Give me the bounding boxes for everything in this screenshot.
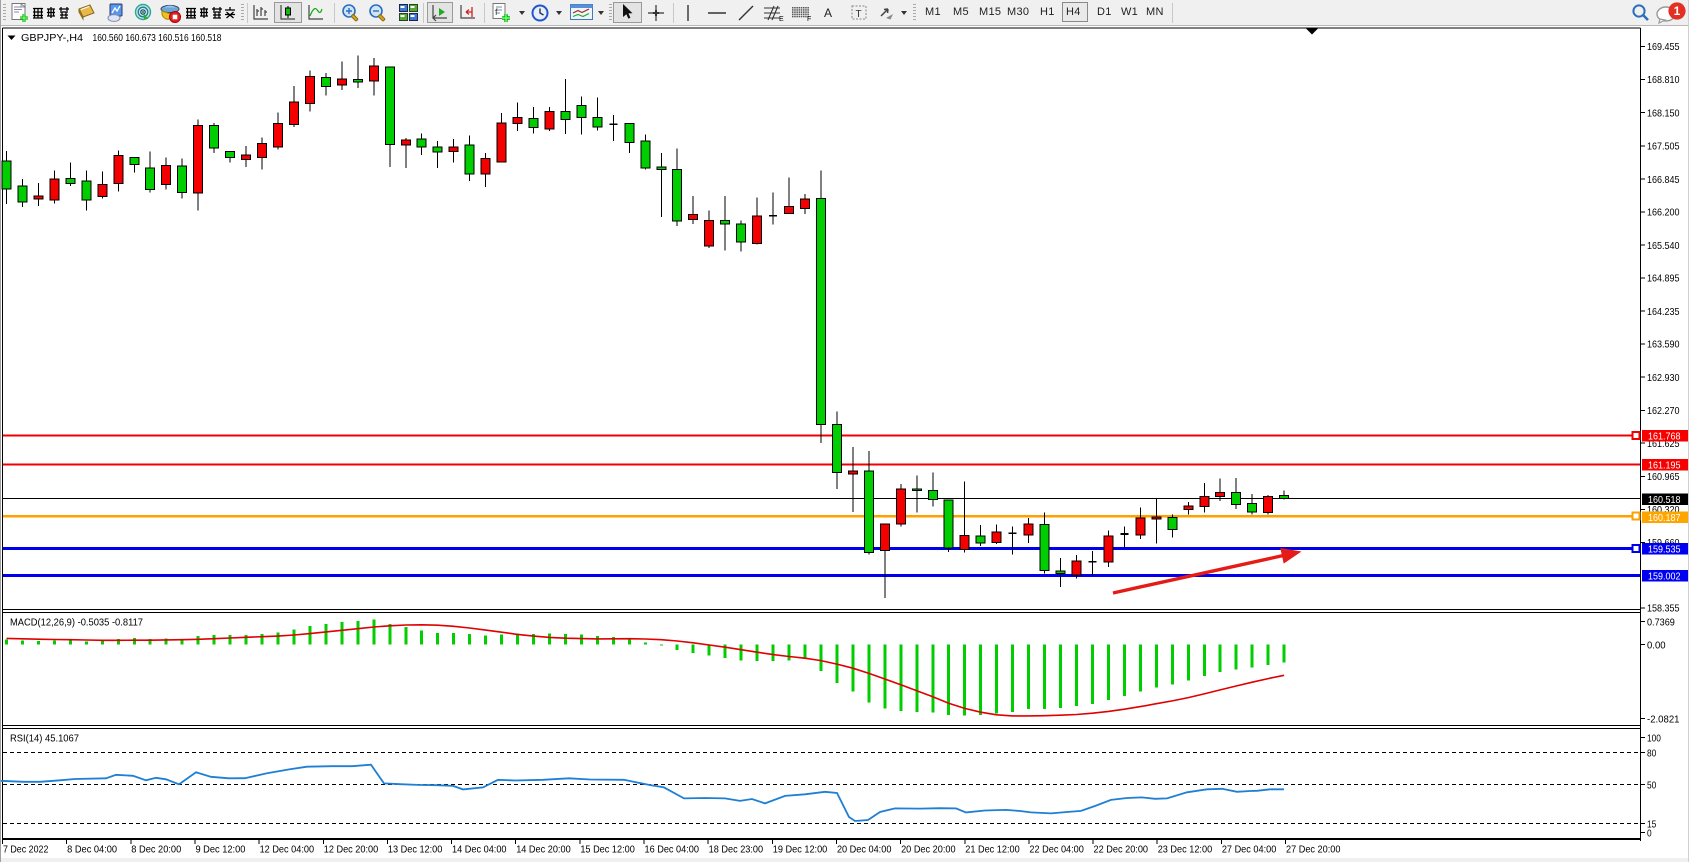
svg-text:E: E (779, 16, 784, 22)
svg-text:T: T (856, 9, 862, 20)
svg-text:7 Dec 2022: 7 Dec 2022 (3, 844, 49, 856)
svg-text:162.270: 162.270 (1647, 405, 1680, 417)
svg-text:160.518: 160.518 (1648, 494, 1681, 506)
svg-text:23 Dec 12:00: 23 Dec 12:00 (1158, 844, 1213, 856)
svg-text:169.455: 169.455 (1647, 41, 1680, 53)
svg-text:GBPJPY-,H4: GBPJPY-,H4 (21, 32, 83, 44)
svg-text:166.200: 166.200 (1647, 207, 1680, 219)
svg-text:159.002: 159.002 (1648, 570, 1681, 582)
svg-text:21 Dec 12:00: 21 Dec 12:00 (965, 844, 1020, 856)
svg-text:12 Dec 20:00: 12 Dec 20:00 (324, 844, 379, 856)
svg-text:0: 0 (1647, 827, 1652, 839)
svg-text:f: f (495, 7, 498, 17)
svg-text:159.535: 159.535 (1648, 543, 1681, 555)
svg-text:13 Dec 12:00: 13 Dec 12:00 (388, 844, 443, 856)
svg-text:100: 100 (1647, 732, 1661, 744)
svg-text:22 Dec 20:00: 22 Dec 20:00 (1094, 844, 1149, 856)
svg-text:27 Dec 04:00: 27 Dec 04:00 (1222, 844, 1277, 856)
svg-text:18 Dec 23:00: 18 Dec 23:00 (709, 844, 764, 856)
svg-text:20 Dec 04:00: 20 Dec 04:00 (837, 844, 892, 856)
svg-text:50: 50 (1647, 779, 1656, 791)
svg-text:27 Dec 20:00: 27 Dec 20:00 (1286, 844, 1341, 856)
svg-text:161.195: 161.195 (1648, 459, 1681, 471)
svg-text:168.150: 168.150 (1647, 107, 1680, 119)
svg-text:164.895: 164.895 (1647, 273, 1680, 285)
svg-text:14 Dec 04:00: 14 Dec 04:00 (452, 844, 507, 856)
svg-text:F: F (807, 16, 811, 22)
svg-text:161.768: 161.768 (1648, 430, 1681, 442)
svg-text:167.505: 167.505 (1647, 141, 1680, 153)
svg-text:15 Dec 12:00: 15 Dec 12:00 (580, 844, 635, 856)
svg-text:160.965: 160.965 (1647, 471, 1680, 483)
svg-text:160.187: 160.187 (1648, 512, 1681, 524)
svg-text:80: 80 (1647, 747, 1656, 759)
svg-text:RSI(14) 45.1067: RSI(14) 45.1067 (10, 733, 79, 745)
svg-text:-2.0821: -2.0821 (1647, 713, 1680, 725)
svg-text:163.590: 163.590 (1647, 339, 1680, 351)
svg-text:14 Dec 20:00: 14 Dec 20:00 (516, 844, 571, 856)
svg-text:9 Dec 12:00: 9 Dec 12:00 (195, 844, 245, 856)
svg-text:15: 15 (1647, 818, 1656, 830)
svg-text:158.355: 158.355 (1647, 603, 1680, 615)
svg-text:0.7369: 0.7369 (1647, 616, 1675, 628)
svg-text:162.930: 162.930 (1647, 372, 1680, 384)
svg-text:22 Dec 04:00: 22 Dec 04:00 (1029, 844, 1084, 856)
svg-text:168.810: 168.810 (1647, 74, 1680, 86)
svg-text:164.235: 164.235 (1647, 306, 1680, 318)
svg-text:12 Dec 04:00: 12 Dec 04:00 (260, 844, 315, 856)
svg-text:0.00: 0.00 (1647, 639, 1666, 651)
svg-text:166.845: 166.845 (1647, 174, 1680, 186)
svg-text:19 Dec 12:00: 19 Dec 12:00 (773, 844, 828, 856)
svg-text:20 Dec 20:00: 20 Dec 20:00 (901, 844, 956, 856)
svg-text:16 Dec 04:00: 16 Dec 04:00 (645, 844, 700, 856)
svg-text:8 Dec 20:00: 8 Dec 20:00 (131, 844, 181, 856)
svg-text:MACD(12,26,9) -0.5035 -0.8117: MACD(12,26,9) -0.5035 -0.8117 (10, 617, 143, 629)
svg-text:1: 1 (1674, 4, 1681, 18)
svg-text:8 Dec 04:00: 8 Dec 04:00 (67, 844, 117, 856)
svg-text:165.540: 165.540 (1647, 240, 1680, 252)
svg-text:160.560 160.673 160.516 160.51: 160.560 160.673 160.516 160.518 (93, 32, 222, 44)
